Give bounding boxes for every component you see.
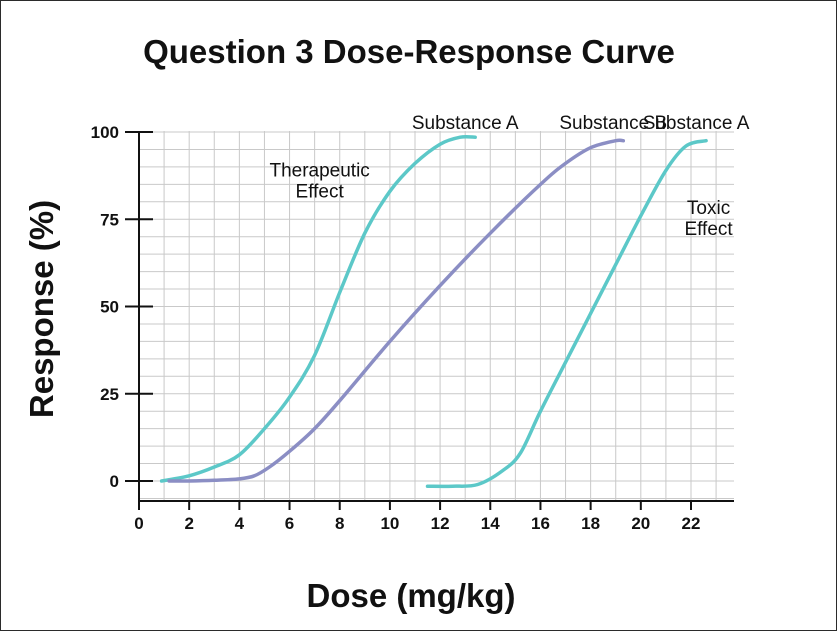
y-tick-label: 75 xyxy=(100,210,119,229)
x-tick-label: 16 xyxy=(531,514,550,533)
plot-area xyxy=(159,134,708,489)
x-tick-label: 20 xyxy=(631,514,650,533)
chart-title: Question 3 Dose-Response Curve xyxy=(143,33,675,70)
x-tick-label: 12 xyxy=(431,514,450,533)
grid xyxy=(139,131,734,501)
x-tick-label: 14 xyxy=(481,514,500,533)
x-axis-title: Dose (mg/kg) xyxy=(306,577,515,614)
series-label-2: Substance B xyxy=(559,113,667,134)
series-label-1: Substance A xyxy=(412,113,519,134)
y-axis-title: Response (%) xyxy=(23,200,60,418)
annotation-toxic-line-2: Effect xyxy=(684,219,733,240)
y-tick-label: 25 xyxy=(100,385,119,404)
axes: 0 2 4 6 8 10 12 14 16 18 20 22 0 25 50 75 100 xyxy=(91,123,734,533)
x-tick-label: 22 xyxy=(682,514,701,533)
x-tick-label: 6 xyxy=(285,514,294,533)
y-tick-label: 50 xyxy=(100,298,119,317)
annotation-therapeutic-line-2: Effect xyxy=(296,182,345,203)
x-tick-label: 2 xyxy=(184,514,193,533)
x-tick-label: 10 xyxy=(380,514,399,533)
y-tick-label: 0 xyxy=(110,472,119,491)
series-line-1 xyxy=(159,134,477,483)
series-label-3: Substance A xyxy=(643,113,750,134)
annotation-therapeutic-line-1: Therapeutic xyxy=(269,161,369,182)
y-tick-label: 100 xyxy=(91,123,119,142)
annotation-toxic-line-1: Toxic xyxy=(687,198,730,219)
series-line-3 xyxy=(425,138,708,489)
series-line-2 xyxy=(167,138,626,483)
x-tick-label: 18 xyxy=(581,514,600,533)
x-tick-label: 0 xyxy=(134,514,143,533)
x-tick-label: 4 xyxy=(235,514,245,533)
x-tick-label: 8 xyxy=(335,514,344,533)
